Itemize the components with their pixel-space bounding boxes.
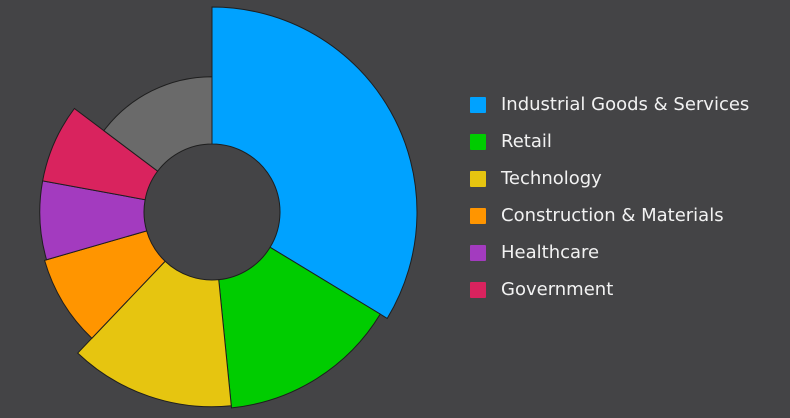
donut-slice-industrial-goods-services[interactable]: [211, 6, 418, 320]
legend-swatch: [470, 245, 486, 261]
legend-label: Retail: [501, 131, 552, 152]
legend-label: Healthcare: [501, 242, 600, 263]
donut-chart: [39, 6, 418, 409]
legend-swatch: [470, 208, 486, 224]
legend-swatch: [470, 97, 486, 113]
donut-slice-technology[interactable]: [77, 260, 232, 408]
legend-label: Government: [501, 279, 614, 300]
legend-label: Construction & Materials: [501, 205, 724, 226]
donut-slice-government[interactable]: [42, 107, 159, 201]
legend-swatch: [470, 134, 486, 150]
legend-label: Industrial Goods & Services: [501, 94, 750, 115]
legend-label: Technology: [501, 168, 602, 189]
donut-slice-construction-materials[interactable]: [43, 230, 166, 339]
legend-swatch: [470, 171, 486, 187]
legend-swatch: [470, 282, 486, 298]
donut-slice-other[interactable]: [103, 76, 213, 172]
donut-slice-retail[interactable]: [218, 246, 381, 409]
